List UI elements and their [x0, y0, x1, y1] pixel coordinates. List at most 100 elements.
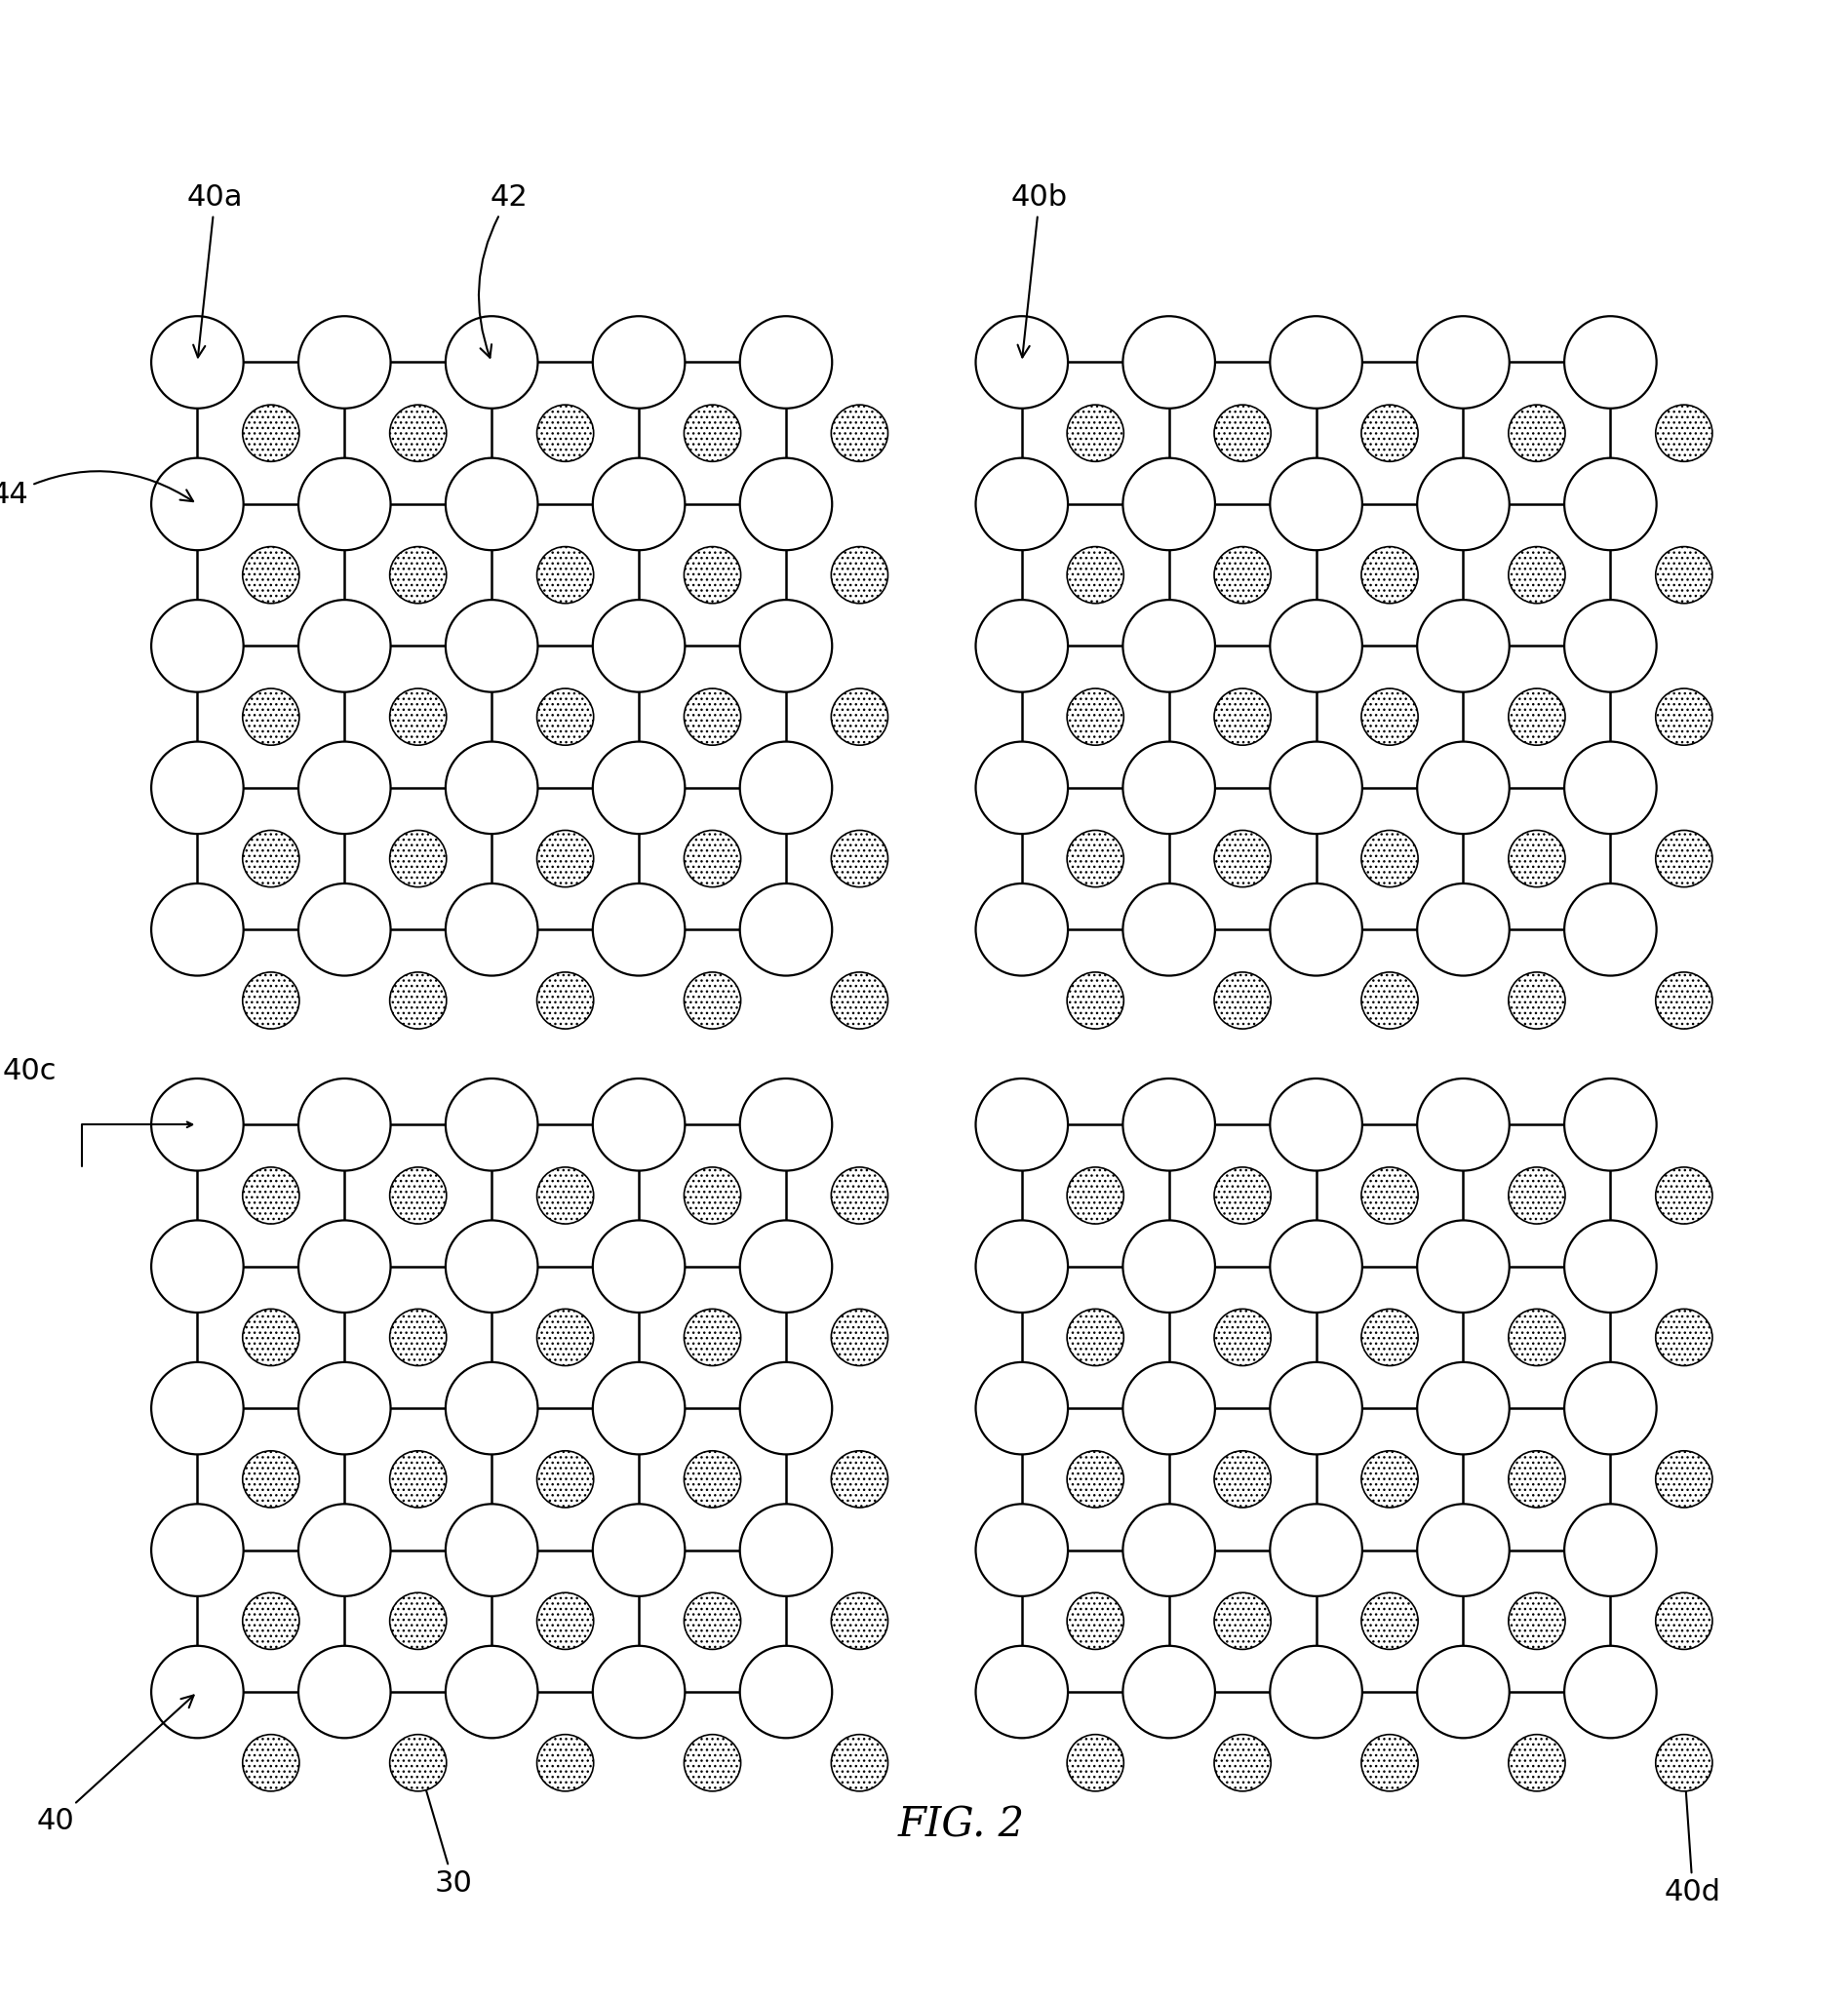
Circle shape — [1066, 1735, 1124, 1791]
Text: 40b: 40b — [1011, 184, 1068, 358]
Circle shape — [390, 404, 447, 462]
Circle shape — [445, 316, 538, 408]
Circle shape — [390, 972, 447, 1029]
Circle shape — [1270, 458, 1362, 550]
Circle shape — [1124, 316, 1214, 408]
Circle shape — [390, 1451, 447, 1507]
Circle shape — [1563, 1079, 1656, 1171]
Text: 44: 44 — [0, 470, 194, 510]
Circle shape — [1214, 972, 1271, 1029]
Circle shape — [538, 1735, 593, 1791]
Circle shape — [1270, 1647, 1362, 1739]
Circle shape — [976, 1647, 1068, 1739]
Circle shape — [1656, 1309, 1713, 1367]
Circle shape — [1508, 1451, 1565, 1507]
Circle shape — [390, 1167, 447, 1225]
Circle shape — [684, 1309, 741, 1367]
Circle shape — [1214, 1309, 1271, 1367]
Circle shape — [538, 1451, 593, 1507]
Circle shape — [739, 458, 832, 550]
Circle shape — [538, 972, 593, 1029]
Circle shape — [832, 1167, 887, 1225]
Circle shape — [684, 1593, 741, 1649]
Circle shape — [832, 1593, 887, 1649]
Circle shape — [739, 1363, 832, 1455]
Circle shape — [1214, 1593, 1271, 1649]
Circle shape — [1417, 316, 1510, 408]
Circle shape — [1563, 884, 1656, 976]
Circle shape — [242, 546, 299, 604]
Circle shape — [1066, 1451, 1124, 1507]
Circle shape — [298, 742, 390, 834]
Circle shape — [538, 1593, 593, 1649]
Circle shape — [739, 1079, 832, 1171]
Text: FIG. 2: FIG. 2 — [898, 1805, 1026, 1845]
Circle shape — [832, 830, 887, 886]
Circle shape — [1508, 1167, 1565, 1225]
Text: 40c: 40c — [2, 1057, 57, 1087]
Circle shape — [298, 1647, 390, 1739]
Circle shape — [1270, 1221, 1362, 1313]
Circle shape — [152, 600, 244, 692]
Circle shape — [593, 1363, 686, 1455]
Circle shape — [832, 688, 887, 744]
Circle shape — [298, 458, 390, 550]
Circle shape — [1066, 546, 1124, 604]
Circle shape — [1066, 404, 1124, 462]
Circle shape — [390, 546, 447, 604]
Circle shape — [832, 1451, 887, 1507]
Circle shape — [1508, 972, 1565, 1029]
Circle shape — [684, 1735, 741, 1791]
Circle shape — [1362, 1167, 1417, 1225]
Circle shape — [593, 1221, 686, 1313]
Circle shape — [1270, 1079, 1362, 1171]
Circle shape — [1362, 1451, 1417, 1507]
Circle shape — [739, 884, 832, 976]
Circle shape — [739, 1221, 832, 1313]
Circle shape — [390, 830, 447, 886]
Circle shape — [684, 972, 741, 1029]
Circle shape — [1563, 1505, 1656, 1597]
Circle shape — [976, 1363, 1068, 1455]
Circle shape — [1417, 742, 1510, 834]
Circle shape — [1066, 1167, 1124, 1225]
Circle shape — [1417, 1647, 1510, 1739]
Circle shape — [1417, 458, 1510, 550]
Circle shape — [1656, 546, 1713, 604]
Text: 30: 30 — [418, 1767, 473, 1897]
Circle shape — [1417, 1221, 1510, 1313]
Circle shape — [593, 458, 686, 550]
Circle shape — [1124, 1647, 1214, 1739]
Circle shape — [832, 1309, 887, 1367]
Circle shape — [1417, 1363, 1510, 1455]
Circle shape — [445, 458, 538, 550]
Circle shape — [1656, 1735, 1713, 1791]
Circle shape — [1508, 688, 1565, 744]
Circle shape — [739, 1647, 832, 1739]
Circle shape — [538, 546, 593, 604]
Circle shape — [242, 1309, 299, 1367]
Circle shape — [152, 458, 244, 550]
Circle shape — [739, 1505, 832, 1597]
Circle shape — [242, 830, 299, 886]
Circle shape — [1656, 1451, 1713, 1507]
Circle shape — [1508, 1593, 1565, 1649]
Circle shape — [593, 1505, 686, 1597]
Circle shape — [593, 1079, 686, 1171]
Circle shape — [445, 1647, 538, 1739]
Circle shape — [1124, 884, 1214, 976]
Circle shape — [832, 404, 887, 462]
Circle shape — [976, 1079, 1068, 1171]
Circle shape — [1270, 742, 1362, 834]
Circle shape — [538, 1309, 593, 1367]
Circle shape — [1563, 600, 1656, 692]
Circle shape — [593, 600, 686, 692]
Circle shape — [1508, 546, 1565, 604]
Circle shape — [1270, 1505, 1362, 1597]
Circle shape — [1362, 404, 1417, 462]
Circle shape — [976, 742, 1068, 834]
Circle shape — [445, 1505, 538, 1597]
Circle shape — [445, 884, 538, 976]
Circle shape — [242, 1451, 299, 1507]
Circle shape — [1214, 1451, 1271, 1507]
